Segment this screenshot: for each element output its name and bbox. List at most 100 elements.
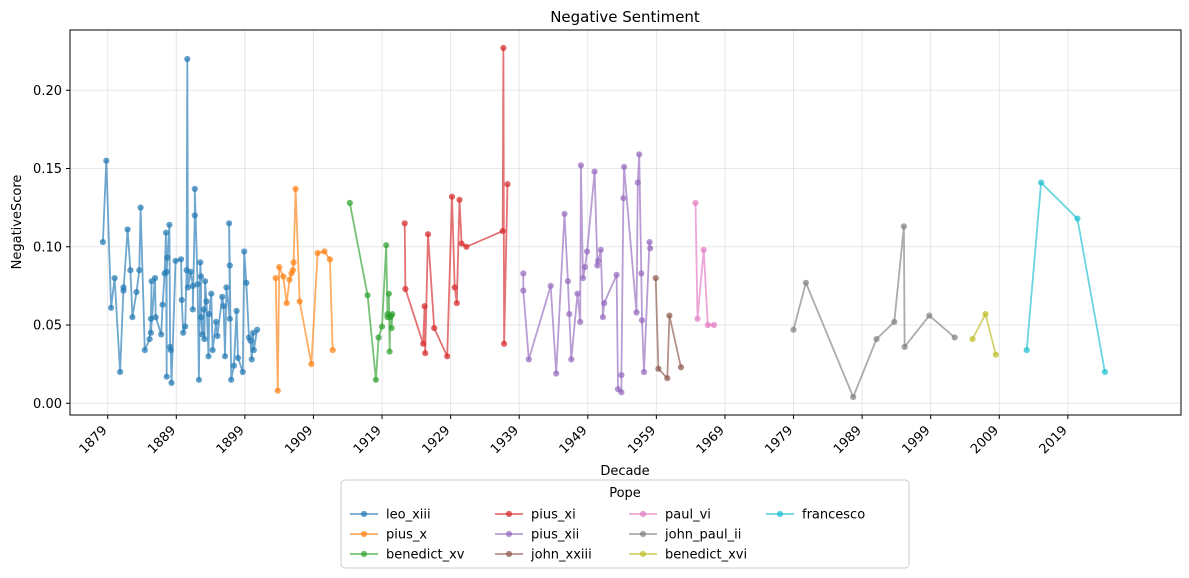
data-point-paul_vi (692, 199, 699, 206)
data-point-pius_xi (444, 353, 451, 360)
data-point-pius_x (321, 248, 328, 255)
data-point-leo_xiii (250, 347, 257, 354)
data-point-pius_xii (520, 270, 527, 277)
data-point-john_paul_ii (951, 334, 958, 341)
legend-item-benedict_xv: benedict_xv (350, 548, 465, 563)
data-point-leo_xiii (159, 301, 166, 308)
data-point-benedict_xvi (969, 336, 976, 343)
legend-marker (505, 550, 513, 558)
y-tick-label: 0.00 (33, 397, 62, 412)
data-point-benedict_xv (375, 334, 382, 341)
data-point-francesco (1074, 215, 1081, 222)
data-point-pius_xii (595, 257, 602, 264)
data-point-paul_vi (704, 321, 711, 329)
data-point-pius_xii (577, 162, 585, 169)
data-point-pius_xi (422, 350, 429, 357)
legend-item-leo_xiii: leo_xiii (350, 508, 431, 523)
data-point-pius_xii (566, 311, 573, 318)
data-point-leo_xiii (197, 259, 204, 266)
legend-item-benedict_xvi: benedict_xvi (629, 548, 747, 563)
data-point-leo_xiii (194, 281, 201, 288)
data-point-paul_vi (700, 246, 707, 253)
data-point-leo_xiii (172, 257, 179, 264)
data-point-pius_xi (421, 303, 428, 310)
data-point-leo_xiii (127, 267, 134, 274)
data-point-leo_xiii (226, 220, 233, 227)
series-benedict_xv (346, 199, 396, 383)
data-point-pius_x (292, 185, 299, 192)
chart-title: Negative Sentiment (550, 8, 700, 26)
data-point-pius_xii (599, 314, 607, 321)
data-point-leo_xiii (158, 331, 165, 338)
legend-item-john_paul_ii: john_paul_ii (629, 528, 741, 543)
data-point-leo_xiii (199, 331, 206, 338)
data-point-pius_xii (597, 246, 604, 253)
data-point-pius_x (326, 256, 333, 263)
data-point-leo_xiii (206, 311, 213, 318)
data-point-pius_xii (601, 300, 608, 307)
data-point-leo_xiii (230, 362, 237, 369)
series-francesco (1023, 179, 1108, 376)
data-point-pius_xi (456, 196, 463, 203)
legend-item-pius_xii: pius_xii (495, 528, 579, 543)
data-point-leo_xiii (111, 275, 118, 282)
data-point-john_paul_ii (891, 318, 898, 325)
data-point-pius_x (314, 249, 321, 257)
data-point-leo_xiii (202, 278, 209, 285)
data-point-leo_xiii (133, 289, 140, 296)
data-point-leo_xiii (136, 267, 143, 274)
legend-item-paul_vi: paul_vi (629, 508, 711, 523)
data-point-pius_x (286, 276, 293, 283)
data-point-pius_xii (564, 278, 572, 285)
data-point-pius_x (289, 267, 296, 274)
data-point-pius_xii (525, 356, 532, 363)
data-point-leo_xiii (205, 353, 212, 360)
data-point-pius_xii (618, 372, 625, 379)
data-point-leo_xiii (189, 306, 196, 313)
data-point-john_xxiii (677, 364, 685, 371)
series-pius_xii (520, 151, 654, 396)
legend-item-pius_xi: pius_xi (495, 508, 576, 523)
data-point-pius_xii (618, 389, 625, 396)
data-point-leo_xiii (239, 368, 246, 376)
data-point-leo_xiii (178, 296, 185, 304)
legend-title: Pope (609, 486, 641, 501)
plot-area (69, 29, 1182, 416)
legend-label: pius_xi (531, 508, 576, 523)
legend-marker (639, 530, 647, 538)
series-line-pius_xi (403, 47, 509, 358)
data-point-leo_xiii (197, 273, 205, 280)
data-point-pius_x (308, 361, 315, 368)
y-tick-label: 0.20 (33, 84, 62, 99)
data-point-john_paul_ii (802, 279, 810, 286)
data-point-pius_xii (581, 264, 589, 271)
data-point-pius_xii (621, 163, 628, 170)
data-point-pius_xi (401, 220, 408, 227)
data-point-leo_xiii (163, 268, 170, 275)
series-john_xxiii (652, 275, 685, 382)
data-point-leo_xiii (213, 318, 220, 325)
data-point-leo_xiii (162, 229, 170, 236)
legend: Pope leo_xiii pius_x benedict_xv pius_xipiu… (340, 479, 910, 569)
y-tick-label: 0.05 (33, 319, 62, 334)
data-point-francesco (1023, 347, 1030, 354)
data-point-pius_xi (458, 240, 465, 247)
data-point-leo_xiii (178, 256, 185, 263)
series-line-pius_x (274, 187, 334, 392)
data-point-leo_xiii (152, 314, 159, 321)
legend-marker (360, 550, 368, 558)
data-point-leo_xiii (241, 248, 248, 255)
data-point-pius_xii (579, 275, 587, 282)
y-tick-label: 0.10 (33, 240, 62, 255)
data-point-leo_xiii (189, 282, 196, 289)
data-point-leo_xiii (129, 314, 136, 321)
data-point-pius_xii (620, 195, 627, 202)
legend-frame (340, 479, 910, 569)
data-point-leo_xiii (200, 306, 207, 313)
data-point-leo_xiii (164, 254, 171, 261)
data-point-leo_xiii (203, 298, 210, 305)
legend-label: john_paul_ii (664, 528, 741, 543)
data-point-leo_xiii (146, 336, 153, 343)
data-point-pius_xi (500, 44, 507, 52)
